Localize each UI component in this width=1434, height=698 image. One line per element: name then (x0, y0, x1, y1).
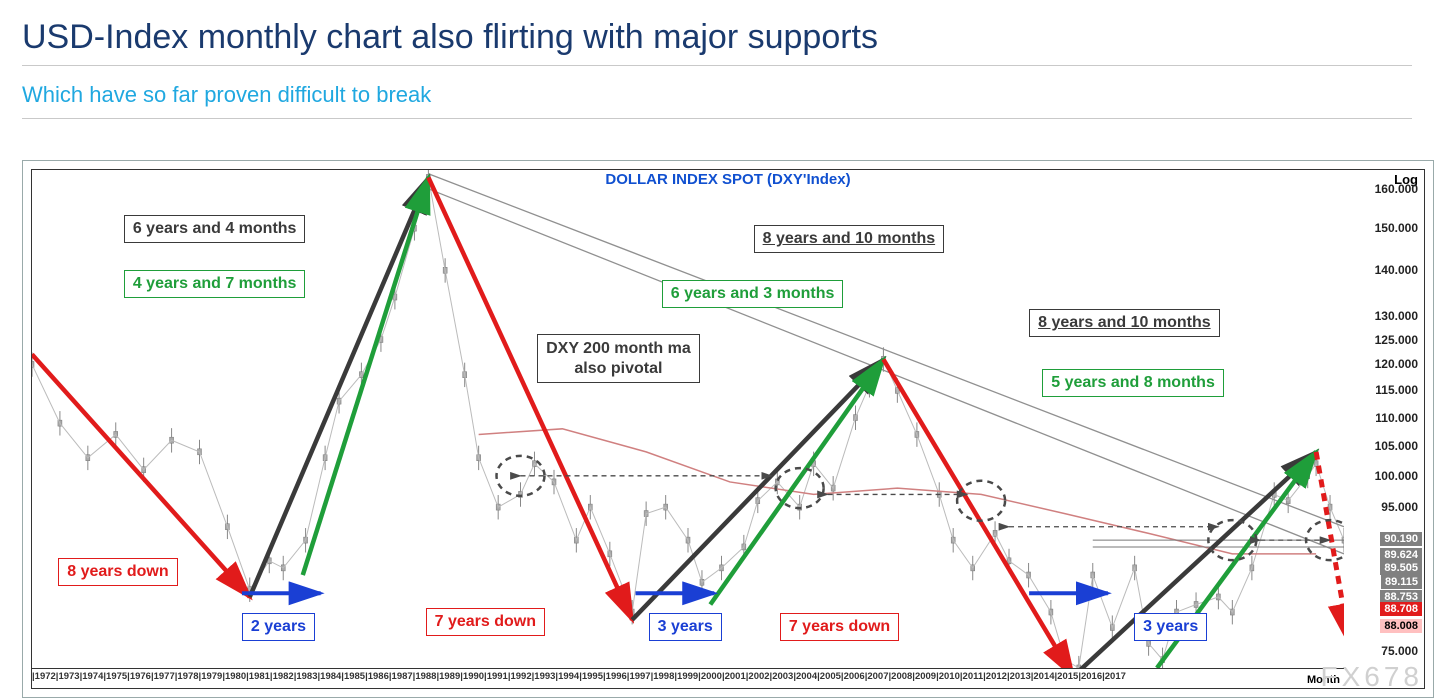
y-tick: 140.000 (1375, 263, 1418, 277)
price-callout: 89.505 (1380, 561, 1422, 575)
y-tick: 110.000 (1375, 411, 1418, 425)
x-axis: |1972|1973|1974|1975|1976|1977|1978|1979… (32, 668, 1344, 688)
chart-container: DOLLAR INDEX SPOT (DXY'Index) Log 160.00… (22, 160, 1434, 698)
trend-arrow (1157, 452, 1316, 668)
trend-arrow (303, 177, 429, 575)
page-subtitle: Which have so far proven difficult to br… (0, 66, 1434, 118)
y-tick: 105.000 (1375, 439, 1418, 453)
trend-arrow (883, 359, 1073, 676)
y-tick: 160.000 (1375, 182, 1418, 196)
y-tick: 100.000 (1375, 469, 1418, 483)
price-callout: 88.708 (1380, 602, 1422, 616)
y-tick: 120.000 (1375, 357, 1418, 371)
page-title: USD-Index monthly chart also flirting wi… (0, 0, 1434, 65)
trend-arrow (710, 359, 883, 604)
chart-svg (32, 170, 1424, 688)
trend-arrow (1073, 452, 1316, 677)
channel-line (428, 189, 1344, 554)
price-callout: 88.008 (1380, 619, 1422, 633)
divider (22, 118, 1412, 119)
y-axis: Log 160.000150.000140.000130.000125.0001… (1344, 170, 1424, 688)
x-axis-years: |1972|1973|1974|1975|1976|1977|1978|1979… (32, 671, 1344, 682)
y-tick: 125.000 (1375, 333, 1418, 347)
trend-arrow (632, 359, 883, 619)
price-callout: 89.115 (1381, 575, 1422, 589)
y-tick: 150.000 (1375, 221, 1418, 235)
y-tick: 95.000 (1381, 500, 1418, 514)
chart-inner: DOLLAR INDEX SPOT (DXY'Index) Log 160.00… (31, 169, 1425, 689)
trend-arrow (32, 354, 250, 597)
ma-pivot-circle (957, 481, 1005, 521)
price-callout: 90.190 (1380, 532, 1422, 546)
trend-arrow (428, 177, 632, 619)
y-tick: 115.000 (1375, 383, 1418, 397)
y-tick: 75.000 (1381, 644, 1418, 658)
month-label: Month (1307, 674, 1340, 686)
ma-200 (479, 429, 1316, 554)
y-tick: 130.000 (1375, 309, 1418, 323)
trend-arrow (250, 177, 429, 597)
